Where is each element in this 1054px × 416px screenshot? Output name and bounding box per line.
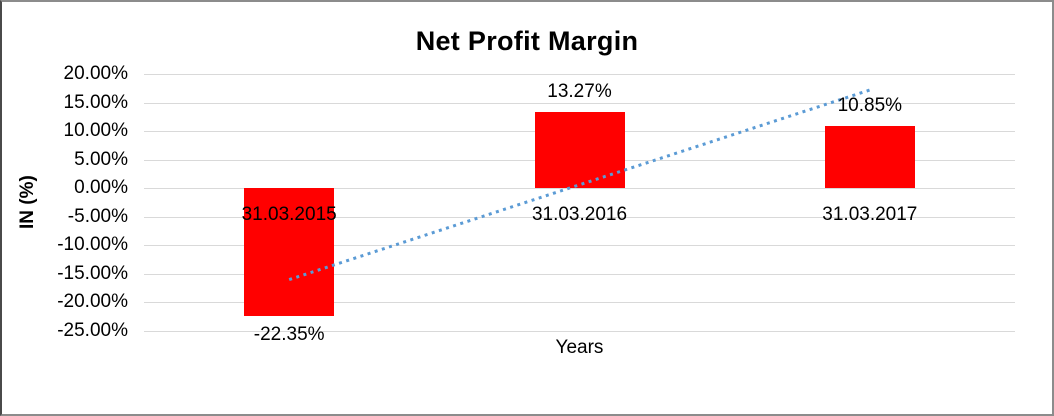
y-tick-label: -5.00%	[67, 205, 128, 227]
bar-31.03.2016[interactable]	[534, 112, 625, 189]
y-tick-label: 10.00%	[63, 120, 128, 142]
gridline	[144, 302, 1015, 304]
gridline	[144, 331, 1015, 332]
y-tick-label: 0.00%	[74, 177, 128, 199]
y-tick-label: -15.00%	[57, 262, 128, 284]
y-tick-label: -10.00%	[57, 234, 128, 256]
category-label: 31.03.2016	[531, 204, 628, 226]
bar-31.03.2017[interactable]	[824, 126, 915, 189]
y-tick-label: -20.00%	[57, 291, 128, 313]
category-label: 31.03.2017	[822, 204, 918, 226]
y-tick-label: 20.00%	[63, 63, 128, 84]
data-label: -22.35%	[253, 323, 325, 345]
y-tick-label: 5.00%	[74, 148, 128, 170]
chart-title[interactable]: Net Profit Margin	[415, 26, 639, 56]
data-label: 10.85%	[837, 95, 903, 117]
y-tick-label: 15.00%	[63, 91, 128, 113]
data-label: 13.27%	[547, 81, 612, 103]
gridline	[144, 74, 1015, 75]
category-label: 31.03.2015	[241, 204, 337, 226]
x-axis-title: Years	[555, 337, 604, 358]
y-tick-label: -25.00%	[57, 320, 128, 341]
